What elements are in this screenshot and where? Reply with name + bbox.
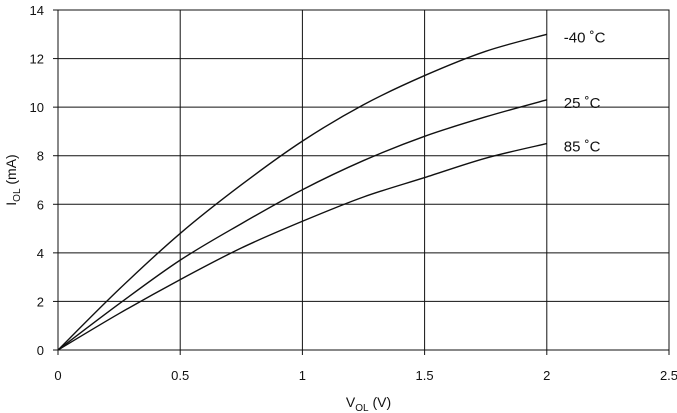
series-curves [57, 33, 547, 351]
gridlines [53, 9, 670, 355]
x-tick-label: 0.5 [171, 368, 189, 383]
series-label: 85 ˚C [564, 139, 601, 156]
y-tick-label: 2 [37, 294, 44, 309]
y-tick-label: 4 [37, 246, 44, 261]
y-tick-label: 12 [30, 52, 44, 67]
y-tick-label: 14 [30, 3, 44, 18]
y-tick-label: 10 [30, 100, 44, 115]
x-tick-label: 1 [299, 368, 306, 383]
x-tick-label: 1.5 [416, 368, 434, 383]
series-label: -40 ˚C [564, 29, 606, 46]
plot-frame [57, 9, 670, 351]
series-line [57, 33, 547, 351]
x-tick-label: 2 [543, 368, 550, 383]
x-tick-label: 2.5 [660, 368, 677, 383]
series-line [57, 99, 547, 351]
y-tick-label: 6 [37, 197, 44, 212]
series-line [57, 142, 547, 351]
x-axis-label: VOL (V) [346, 394, 391, 413]
tick-labels: 0 0.5 1 1.5 2 2.5 0 2 4 6 8 10 12 14 [30, 3, 677, 383]
series-labels: -40 ˚C 25 ˚C 85 ˚C [564, 29, 606, 155]
y-tick-label: 8 [37, 149, 44, 164]
y-axis-label: IOL (mA) [3, 154, 23, 205]
x-tick-label: 0 [54, 368, 61, 383]
series-label: 25 ˚C [564, 95, 601, 112]
y-tick-label: 0 [37, 343, 44, 358]
